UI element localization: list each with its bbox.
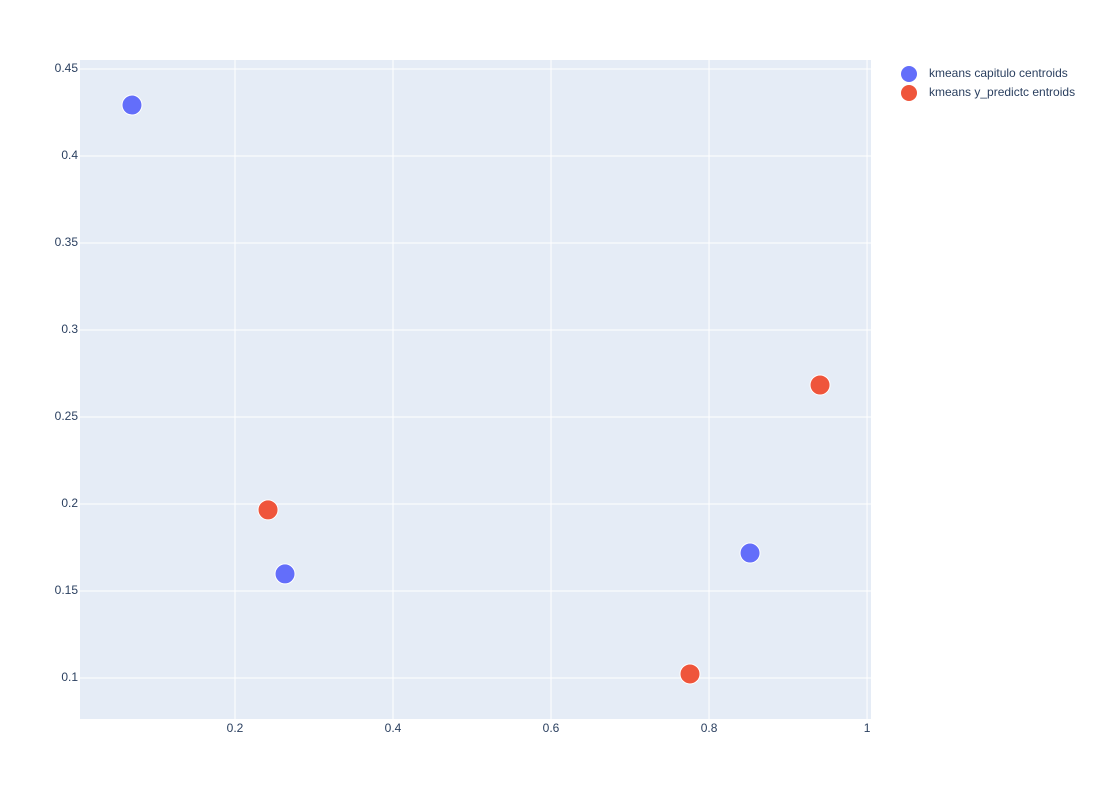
point: [679, 663, 701, 685]
y-tick-label: 0.2: [61, 496, 78, 510]
point: [274, 563, 296, 585]
y-tick-label: 0.4: [61, 148, 78, 162]
legend-marker[interactable]: [901, 85, 917, 101]
point: [121, 94, 143, 116]
x-tick-label: 0.8: [701, 721, 718, 735]
x-tick-label: 1: [864, 721, 871, 735]
legend-marker[interactable]: [901, 66, 917, 82]
y-tick-label: 0.35: [55, 235, 79, 249]
legend-label[interactable]: kmeans y_predictc entroids: [929, 85, 1075, 99]
y-tick-label: 0.15: [55, 583, 79, 597]
point: [257, 499, 279, 521]
x-tick-label: 0.2: [227, 721, 244, 735]
y-tick-label: 0.45: [55, 61, 79, 75]
point: [739, 542, 761, 564]
y-tick-label: 0.1: [61, 670, 78, 684]
y-tick-label: 0.3: [61, 322, 78, 336]
y-tick-label: 0.25: [55, 409, 79, 423]
legend-label[interactable]: kmeans capitulo centroids: [929, 66, 1068, 80]
x-tick-label: 0.4: [385, 721, 402, 735]
x-tick-label: 0.6: [543, 721, 560, 735]
point: [809, 374, 831, 396]
plot-area: [80, 60, 871, 719]
